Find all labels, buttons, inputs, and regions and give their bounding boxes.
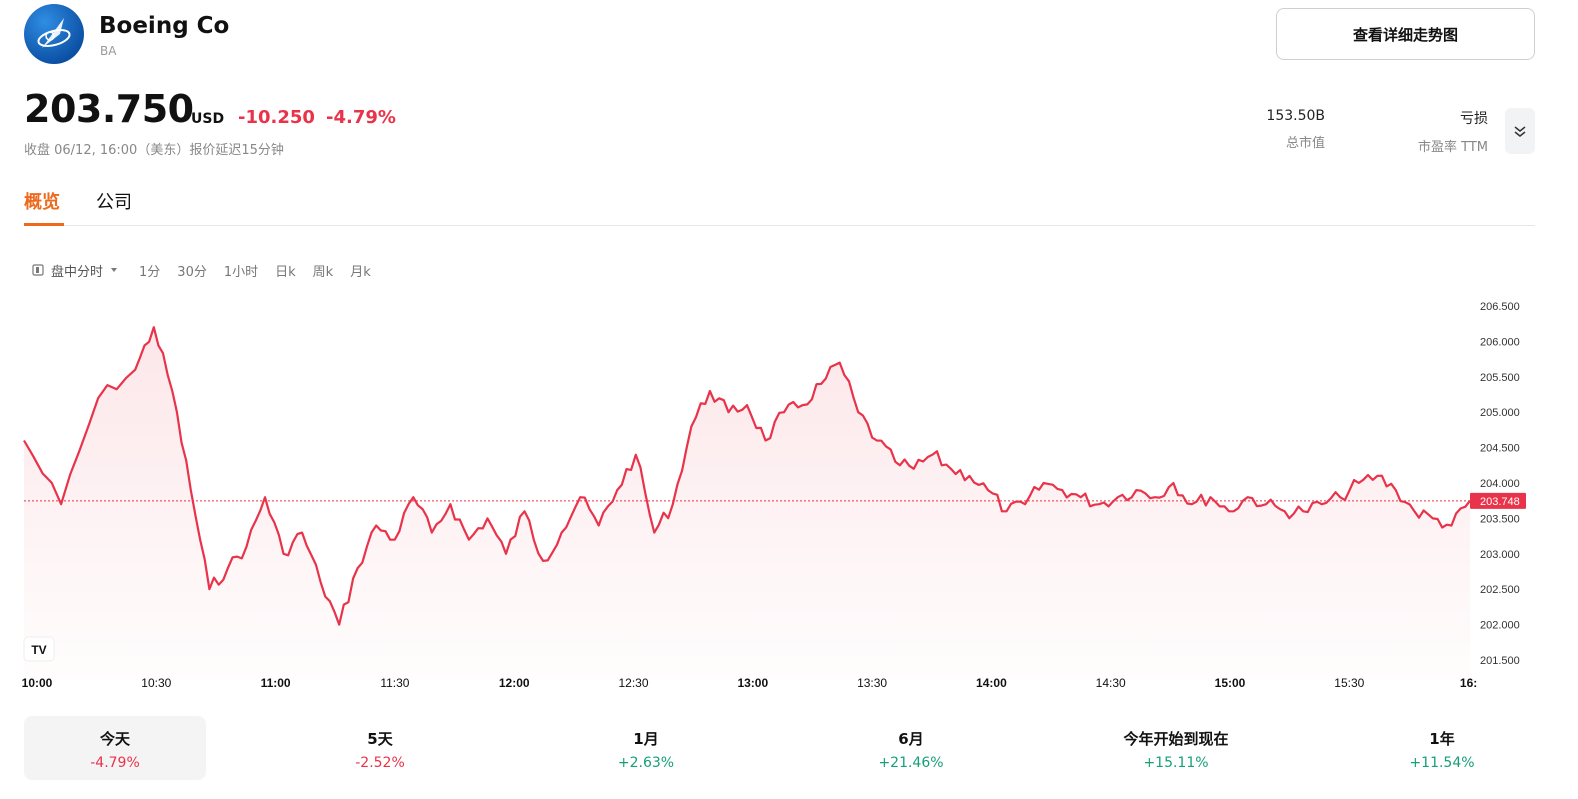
period-option[interactable]: 30分 bbox=[177, 264, 207, 280]
price-line bbox=[23, 326, 1471, 626]
x-tick-label: 14:00 bbox=[976, 676, 1007, 690]
y-tick-label: 206.000 bbox=[1480, 336, 1520, 348]
range-1y[interactable]: 1年 +11.54% bbox=[1351, 716, 1533, 780]
y-tick-label: 205.500 bbox=[1480, 372, 1520, 384]
y-tick-label: 203.500 bbox=[1480, 513, 1520, 525]
x-tick-label: 11:30 bbox=[380, 676, 409, 690]
boeing-logo-icon bbox=[37, 18, 71, 48]
range-value: +11.54% bbox=[1409, 755, 1475, 771]
range-label: 1月 bbox=[633, 730, 659, 748]
intraday-price-chart[interactable]: 206.500 206.000 205.500 205.000 204.500 204.0… bbox=[0, 290, 1578, 700]
performance-ranges: 今天 -4.79% 5天 -2.52% 1月 +2.63% 6月 +21.46%… bbox=[24, 716, 1534, 780]
period-option[interactable]: 1小时 bbox=[223, 264, 259, 280]
active-tab-indicator bbox=[24, 223, 64, 226]
x-tick-label: 10:30 bbox=[141, 676, 171, 690]
current-price-tag bbox=[1470, 492, 1526, 509]
x-tick-label: 10:00 bbox=[22, 676, 53, 690]
company-name: Boeing Co bbox=[99, 13, 230, 39]
y-tick-label: 204.500 bbox=[1480, 443, 1520, 455]
close-time-info: 收盘 06/12, 16:00（美东）报价延迟15分钟 bbox=[24, 143, 284, 158]
range-1m[interactable]: 1月 +2.63% bbox=[555, 716, 737, 780]
y-tick-label: 205.000 bbox=[1480, 407, 1520, 419]
x-tick-label: 15:00 bbox=[1215, 676, 1246, 690]
range-ytd[interactable]: 今年开始到现在 +15.11% bbox=[1085, 716, 1267, 780]
x-tick-label: 11:00 bbox=[261, 676, 291, 690]
x-tick-label: 15:30 bbox=[1334, 676, 1364, 690]
x-tick-label: 12:00 bbox=[499, 676, 530, 690]
range-label: 今年开始到现在 bbox=[1123, 730, 1229, 748]
expand-stats-button[interactable] bbox=[1505, 108, 1535, 154]
range-label: 今天 bbox=[99, 730, 130, 748]
tab-overview[interactable]: 概览 bbox=[24, 188, 60, 214]
market-cap-label: 总市值 bbox=[1285, 136, 1325, 151]
tradingview-badge: TV bbox=[23, 636, 55, 662]
x-tick-label: 16: bbox=[1460, 676, 1477, 690]
pe-ratio-value: 亏损 bbox=[1460, 111, 1488, 127]
double-chevron-down-icon bbox=[1514, 126, 1526, 137]
boeing-logo bbox=[24, 4, 84, 64]
intraday-mode-dropdown[interactable]: 盘中分时 bbox=[31, 261, 119, 280]
period-option[interactable]: 1分 bbox=[139, 264, 161, 280]
range-5d[interactable]: 5天 -2.52% bbox=[289, 716, 471, 780]
range-label: 1年 bbox=[1429, 730, 1455, 748]
pe-ratio-stat: 亏损 市盈率 TTM bbox=[1418, 108, 1488, 155]
range-value: +2.63% bbox=[617, 755, 675, 771]
y-axis: 206.500 206.000 205.500 205.000 204.500 204.0… bbox=[1470, 301, 1526, 667]
view-detail-chart-button[interactable]: 查看详细走势图 bbox=[1276, 8, 1535, 60]
currency-label: USD bbox=[191, 111, 225, 127]
y-tick-label: 201.500 bbox=[1480, 655, 1520, 667]
x-tick-label: 13:30 bbox=[857, 676, 887, 690]
range-6m[interactable]: 6月 +21.46% bbox=[820, 716, 1002, 780]
chart-mode-icon bbox=[32, 264, 44, 276]
price-change: -10.250 bbox=[238, 107, 315, 128]
stock-header: Boeing Co BA 查看详细走势图 bbox=[24, 4, 1535, 64]
y-tick-label: 204.000 bbox=[1480, 478, 1520, 490]
period-option[interactable]: 日k bbox=[275, 264, 296, 280]
current-price-tag-label: 203.748 bbox=[1480, 496, 1520, 508]
price-area-fill bbox=[24, 327, 1470, 680]
market-cap-value: 153.50B bbox=[1266, 108, 1325, 124]
ticker-symbol: BA bbox=[100, 44, 117, 58]
price-change-percent: -4.79% bbox=[326, 107, 396, 128]
tradingview-logo-icon: TV bbox=[31, 643, 46, 657]
range-label: 5天 bbox=[367, 730, 393, 748]
tab-overview-label: 概览 bbox=[24, 192, 60, 213]
range-value: +21.46% bbox=[878, 755, 944, 771]
x-tick-label: 12:30 bbox=[618, 676, 648, 690]
plot-area bbox=[23, 326, 1471, 680]
price-row: 203.750 USD -10.250 -4.79% bbox=[24, 87, 624, 135]
tab-company-label: 公司 bbox=[96, 192, 132, 213]
tab-company[interactable]: 公司 bbox=[96, 188, 132, 214]
y-tick-label: 206.500 bbox=[1480, 301, 1520, 313]
caret-down-icon bbox=[111, 268, 118, 272]
x-axis: 10:00 10:30 11:00 11:30 12:00 12:30 13:00 13:30… bbox=[22, 676, 1478, 690]
chart-period-bar: 盘中分时 1分 30分 1小时 日k 周k 月k bbox=[31, 260, 388, 280]
tab-bar: 概览 公司 bbox=[24, 176, 1535, 226]
range-value: -2.52% bbox=[355, 755, 405, 771]
range-today[interactable]: 今天 -4.79% bbox=[24, 716, 206, 780]
market-cap-stat: 153.50B 总市值 bbox=[1266, 108, 1325, 151]
range-label: 6月 bbox=[898, 730, 924, 748]
pe-ratio-label: 市盈率 TTM bbox=[1417, 140, 1488, 155]
last-price: 203.750 bbox=[24, 87, 194, 131]
y-tick-label: 202.500 bbox=[1480, 584, 1520, 596]
range-value: -4.79% bbox=[90, 755, 140, 771]
y-tick-label: 203.000 bbox=[1480, 549, 1520, 561]
period-option[interactable]: 月k bbox=[350, 264, 371, 280]
x-tick-label: 14:30 bbox=[1096, 676, 1126, 690]
y-tick-label: 202.000 bbox=[1480, 620, 1520, 632]
range-value: +15.11% bbox=[1143, 755, 1209, 771]
x-tick-label: 13:00 bbox=[737, 676, 768, 690]
intraday-mode-label: 盘中分时 bbox=[51, 264, 104, 280]
period-option[interactable]: 周k bbox=[312, 264, 334, 280]
